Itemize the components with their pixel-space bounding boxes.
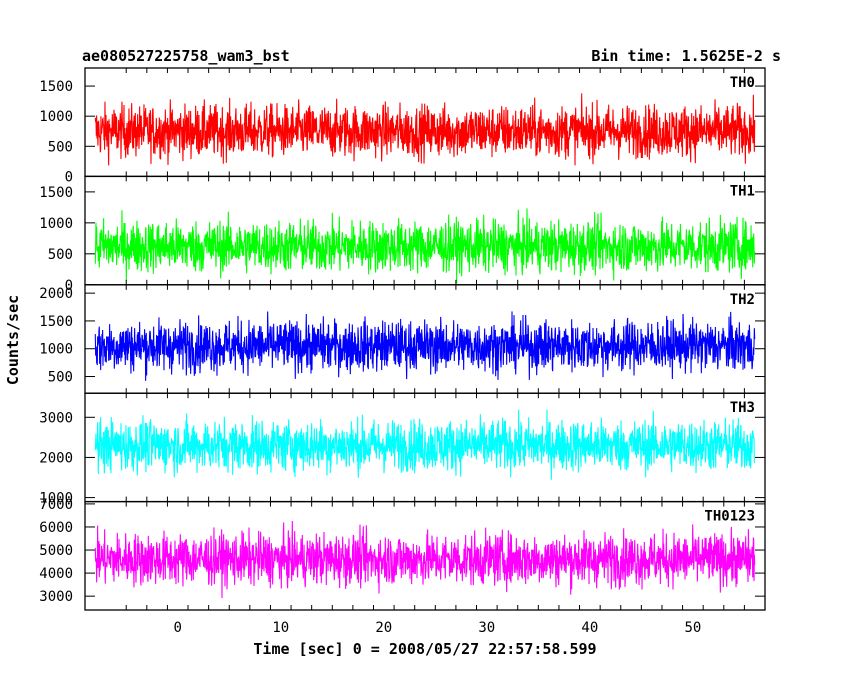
panel-frame bbox=[84, 500, 766, 611]
x-tick-label: 30 bbox=[478, 620, 495, 636]
y-tick-label: 1500 bbox=[39, 79, 73, 95]
y-tick-label: 4000 bbox=[39, 566, 73, 582]
panel-label-th2: TH2 bbox=[730, 292, 755, 308]
y-tick-label: 2000 bbox=[39, 286, 73, 302]
bin-time-label: Bin time: 1.5625E-2 s bbox=[591, 47, 781, 65]
x-tick-label: 40 bbox=[581, 620, 598, 636]
y-tick-label: 500 bbox=[48, 139, 73, 155]
y-tick-label: 1000 bbox=[39, 216, 73, 232]
panel-th0: 0 500 1000 1500 TH0 bbox=[39, 67, 766, 185]
panel-th2: 500 1000 1500 2000 TH2 bbox=[39, 284, 766, 394]
x-axis-label: Time [sec] 0 = 2008/05/27 22:57:58.599 bbox=[253, 640, 596, 658]
panel-th3: 1000 2000 3000 TH3 bbox=[39, 392, 766, 507]
y-tick-label: 1500 bbox=[39, 314, 73, 330]
y-tick-label: 1000 bbox=[39, 342, 73, 358]
panel-label-th0123: TH0123 bbox=[704, 509, 755, 525]
y-tick-label: 1000 bbox=[39, 491, 73, 507]
y-axis-label: Counts/sec bbox=[4, 295, 22, 385]
panel-th0123: 3000 4000 5000 6000 7000 TH0123 bbox=[39, 497, 766, 611]
y-tick-label: 500 bbox=[48, 370, 73, 386]
chart-title: ae080527225758_wam3_bst bbox=[82, 47, 290, 65]
y-tick-label: 3000 bbox=[39, 589, 73, 605]
x-tick-label: 20 bbox=[375, 620, 392, 636]
panel-th1: 0 500 1000 1500 TH1 bbox=[39, 175, 766, 294]
y-tick-label: 0 bbox=[65, 278, 73, 294]
x-tick-label: 0 bbox=[174, 620, 182, 636]
y-tick-label: 1000 bbox=[39, 109, 73, 125]
y-tick-label: 2000 bbox=[39, 450, 73, 466]
y-tick-label: 1500 bbox=[39, 185, 73, 201]
series-line-th3 bbox=[94, 409, 756, 480]
y-tick-label: 6000 bbox=[39, 520, 73, 536]
y-tick-label: 7000 bbox=[39, 497, 73, 513]
series-line-th1 bbox=[94, 208, 756, 284]
y-tick-label: 0 bbox=[65, 169, 73, 185]
panel-label-th3: TH3 bbox=[730, 400, 755, 416]
y-tick-label: 3000 bbox=[39, 410, 73, 426]
series-line-th2 bbox=[94, 311, 756, 381]
x-tick-label: 10 bbox=[272, 620, 289, 636]
panel-label-th1: TH1 bbox=[730, 183, 755, 199]
series-line-th0 bbox=[94, 93, 756, 166]
panel-label-th0: TH0 bbox=[730, 75, 755, 91]
series-line-th0123 bbox=[94, 520, 756, 598]
y-tick-label: 5000 bbox=[39, 543, 73, 559]
x-tick-label: 50 bbox=[684, 620, 701, 636]
y-tick-label: 500 bbox=[48, 247, 73, 263]
